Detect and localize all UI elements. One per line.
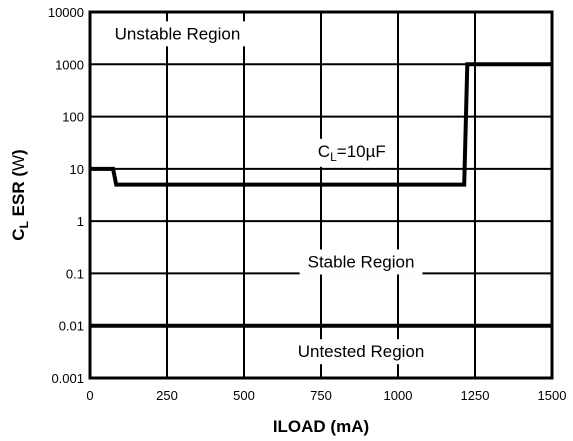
axis-tick-labels: 0 250 500 750 1000 1250 1500 0.001 0.01 0.1 1 10 100…: [48, 5, 567, 403]
y-tick-label: 1000: [55, 57, 84, 72]
unstable-region-label-background: [106, 21, 249, 47]
region-annotations: Unstable Region Stable Region Untested Reg…: [106, 21, 433, 365]
stable-region-label-background: [299, 249, 423, 275]
esr-boundary-line: [90, 62, 552, 187]
x-tick-label: 250: [156, 388, 178, 403]
y-tick-label: 10: [70, 162, 84, 177]
y-axis-title-main: ESR (: [9, 171, 28, 221]
data-series: [90, 62, 552, 328]
y-axis-title: CL ESR (W): [9, 149, 31, 240]
capacitance-label-background: [309, 138, 394, 167]
y-tick-label: 1: [77, 214, 84, 229]
plot-frame: [88, 10, 554, 380]
y-tick-label: 0.001: [51, 371, 84, 386]
y-tick-label: 10000: [48, 5, 84, 20]
stable-region-label: Stable Region: [308, 252, 415, 271]
capacitance-label-prefix: C: [318, 142, 330, 161]
y-tick-label: 100: [62, 110, 84, 125]
y-tick-label: 0.1: [66, 266, 84, 281]
y-axis-title-suffix: ): [9, 149, 28, 155]
capacitance-label-subscript: L: [330, 150, 337, 164]
y-axis-title-prefix: C: [9, 228, 28, 240]
untested-region-label: Untested Region: [298, 342, 425, 361]
x-tick-label: 1250: [461, 388, 490, 403]
x-axis-title: ILOAD (mA): [273, 417, 369, 436]
x-tick-label: 1500: [538, 388, 567, 403]
x-tick-label: 500: [233, 388, 255, 403]
x-tick-label: 1000: [384, 388, 413, 403]
unstable-region-label: Unstable Region: [115, 24, 241, 43]
x-tick-label: 0: [86, 388, 93, 403]
capacitance-label-value: =10µF: [337, 142, 386, 161]
y-axis-title-subscript: L: [17, 221, 31, 228]
untested-region-label-background: [289, 339, 433, 365]
capacitance-label: CL=10µF: [318, 142, 386, 164]
y-tick-label: 0.01: [59, 319, 84, 334]
y-axis-title-unit: W: [9, 155, 28, 171]
x-tick-label: 750: [310, 388, 332, 403]
